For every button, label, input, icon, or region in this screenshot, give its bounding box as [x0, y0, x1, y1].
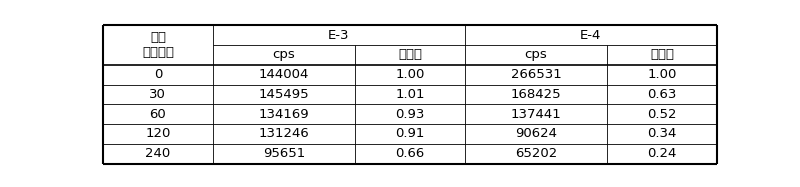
Text: 134169: 134169 — [258, 108, 310, 121]
Text: 95651: 95651 — [263, 147, 305, 160]
Text: 60: 60 — [150, 108, 166, 121]
Text: 168425: 168425 — [510, 88, 562, 101]
Text: 1.01: 1.01 — [395, 88, 425, 101]
Text: 0.91: 0.91 — [395, 127, 425, 140]
Text: 0.63: 0.63 — [647, 88, 677, 101]
Text: E-4: E-4 — [580, 29, 602, 42]
Text: 归一化: 归一化 — [650, 48, 674, 62]
Text: 0.34: 0.34 — [647, 127, 677, 140]
Text: 1.00: 1.00 — [647, 68, 677, 81]
Text: 0.24: 0.24 — [647, 147, 677, 160]
Text: 120: 120 — [146, 127, 170, 140]
Text: 0.52: 0.52 — [647, 108, 677, 121]
Text: 1.00: 1.00 — [395, 68, 425, 81]
Text: 30: 30 — [150, 88, 166, 101]
Text: 0.66: 0.66 — [395, 147, 425, 160]
Text: 131246: 131246 — [258, 127, 310, 140]
Text: cps: cps — [273, 48, 295, 62]
Text: 240: 240 — [146, 147, 170, 160]
Text: 65202: 65202 — [515, 147, 557, 160]
Text: 归一化: 归一化 — [398, 48, 422, 62]
Text: 137441: 137441 — [510, 108, 562, 121]
Text: 145495: 145495 — [258, 88, 310, 101]
Text: 144004: 144004 — [258, 68, 309, 81]
Text: E-3: E-3 — [328, 29, 350, 42]
Text: 0: 0 — [154, 68, 162, 81]
Text: 0.93: 0.93 — [395, 108, 425, 121]
Text: 266531: 266531 — [510, 68, 562, 81]
Text: cps: cps — [525, 48, 547, 62]
Text: 时间
（分钟）: 时间 （分钟） — [142, 31, 174, 59]
Text: 90624: 90624 — [515, 127, 557, 140]
